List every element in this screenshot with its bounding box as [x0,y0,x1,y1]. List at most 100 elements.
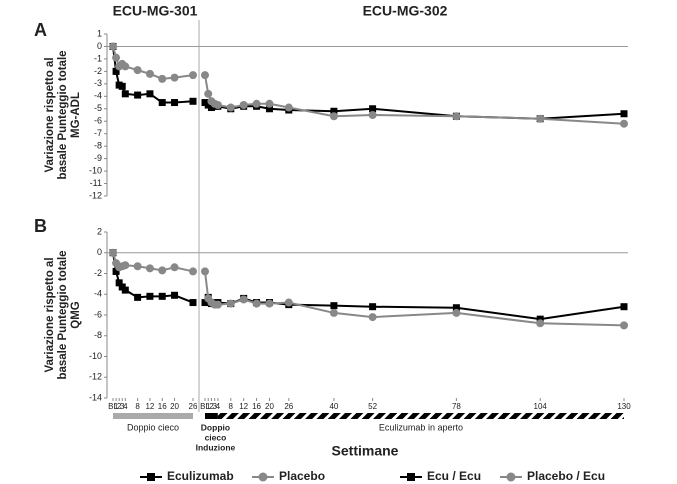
y-tick-label: -10 [89,165,102,175]
marker [265,299,274,308]
y-axis-label: MG-ADL [70,92,82,138]
y-tick-label: -10 [89,351,102,361]
marker [134,293,142,301]
panel-label: A [34,20,47,40]
marker [213,300,222,309]
marker [158,74,167,83]
y-tick-label: -4 [94,289,102,299]
marker [204,89,213,98]
marker [145,69,154,78]
legend-marker [258,472,268,482]
marker [284,298,293,307]
phase-label: Induzione [196,442,236,452]
x-tick-label: 1 [114,402,119,411]
marker [536,114,545,123]
x-tick-label: 52 [368,402,377,411]
marker [121,62,130,71]
marker [201,267,209,276]
marker [369,105,377,113]
marker [146,90,154,98]
marker [329,112,338,121]
x-tick-label: 12 [239,402,248,411]
marker [121,286,129,294]
x-tick-label: 16 [252,402,261,411]
x-tick-label: 4 [216,402,221,411]
phase-bar [217,413,624,419]
y-tick-label: -12 [89,190,102,200]
x-tick-label: 20 [170,402,179,411]
marker [112,267,120,275]
series-line [112,252,194,304]
marker [121,90,129,98]
marker [330,107,338,115]
legend-label: Placebo / Ecu [527,469,605,483]
x-tick-label: 8 [135,402,140,411]
y-tick-label: -4 [94,91,102,101]
marker [134,91,142,99]
marker [145,264,154,273]
marker [252,99,261,108]
marker [189,97,197,105]
marker [536,315,544,323]
marker [265,105,273,113]
marker [226,103,235,112]
phase-label: Doppio cieco [127,422,179,432]
study-label: ECU-MG-301 [113,3,198,19]
x-tick-label: 104 [534,402,548,411]
marker [171,99,179,107]
marker [112,67,120,75]
marker [368,111,377,119]
y-tick-label: -6 [94,116,102,126]
marker [226,299,235,308]
marker [118,82,126,90]
y-tick-label: -8 [94,330,102,340]
marker [369,303,377,311]
y-tick-label: -5 [94,103,102,113]
marker [158,99,166,107]
marker [158,292,166,300]
legend-marker [506,472,516,482]
marker [121,261,130,270]
marker [189,299,197,307]
y-tick-label: 1 [97,28,102,38]
marker [252,299,261,308]
marker [213,101,222,110]
phase-label: Doppio [201,422,230,432]
y-tick-label: -7 [94,128,102,138]
y-tick-label: -1 [94,53,102,63]
x-tick-label: 8 [229,402,234,411]
x-tick-label: 2 [117,402,122,411]
y-axis-label: basale Punteggio totale [57,50,69,179]
y-tick-label: -11 [90,178,102,188]
x-tick-label: 26 [284,402,293,411]
phase-bar [113,413,193,419]
y-axis-label: basale Punteggio totale [57,250,69,379]
y-tick-label: -9 [94,153,102,163]
marker [109,42,117,51]
marker [452,112,461,121]
marker [284,103,293,112]
marker [171,291,179,299]
marker [239,101,248,110]
marker [189,267,197,276]
series-line [204,271,625,327]
marker [620,303,628,311]
y-tick-label: -12 [89,372,102,382]
study-label: ECU-MG-302 [363,3,448,19]
legend-marker [147,473,155,481]
phase-label: Eculizumab in aperto [379,422,463,432]
y-tick-label: 2 [97,226,102,236]
series-line [112,46,194,80]
panel-label: B [34,216,47,236]
y-tick-label: -8 [94,141,102,151]
x-tick-label: 16 [158,402,167,411]
x-tick-label: BL [108,402,118,411]
marker [133,66,142,75]
y-tick-label: -14 [89,392,102,402]
y-axis-label: QMG [70,301,82,329]
y-tick-label: -6 [94,309,102,319]
marker [329,308,338,317]
legend-label: Ecu / Ecu [427,469,481,483]
x-tick-label: 20 [265,402,274,411]
